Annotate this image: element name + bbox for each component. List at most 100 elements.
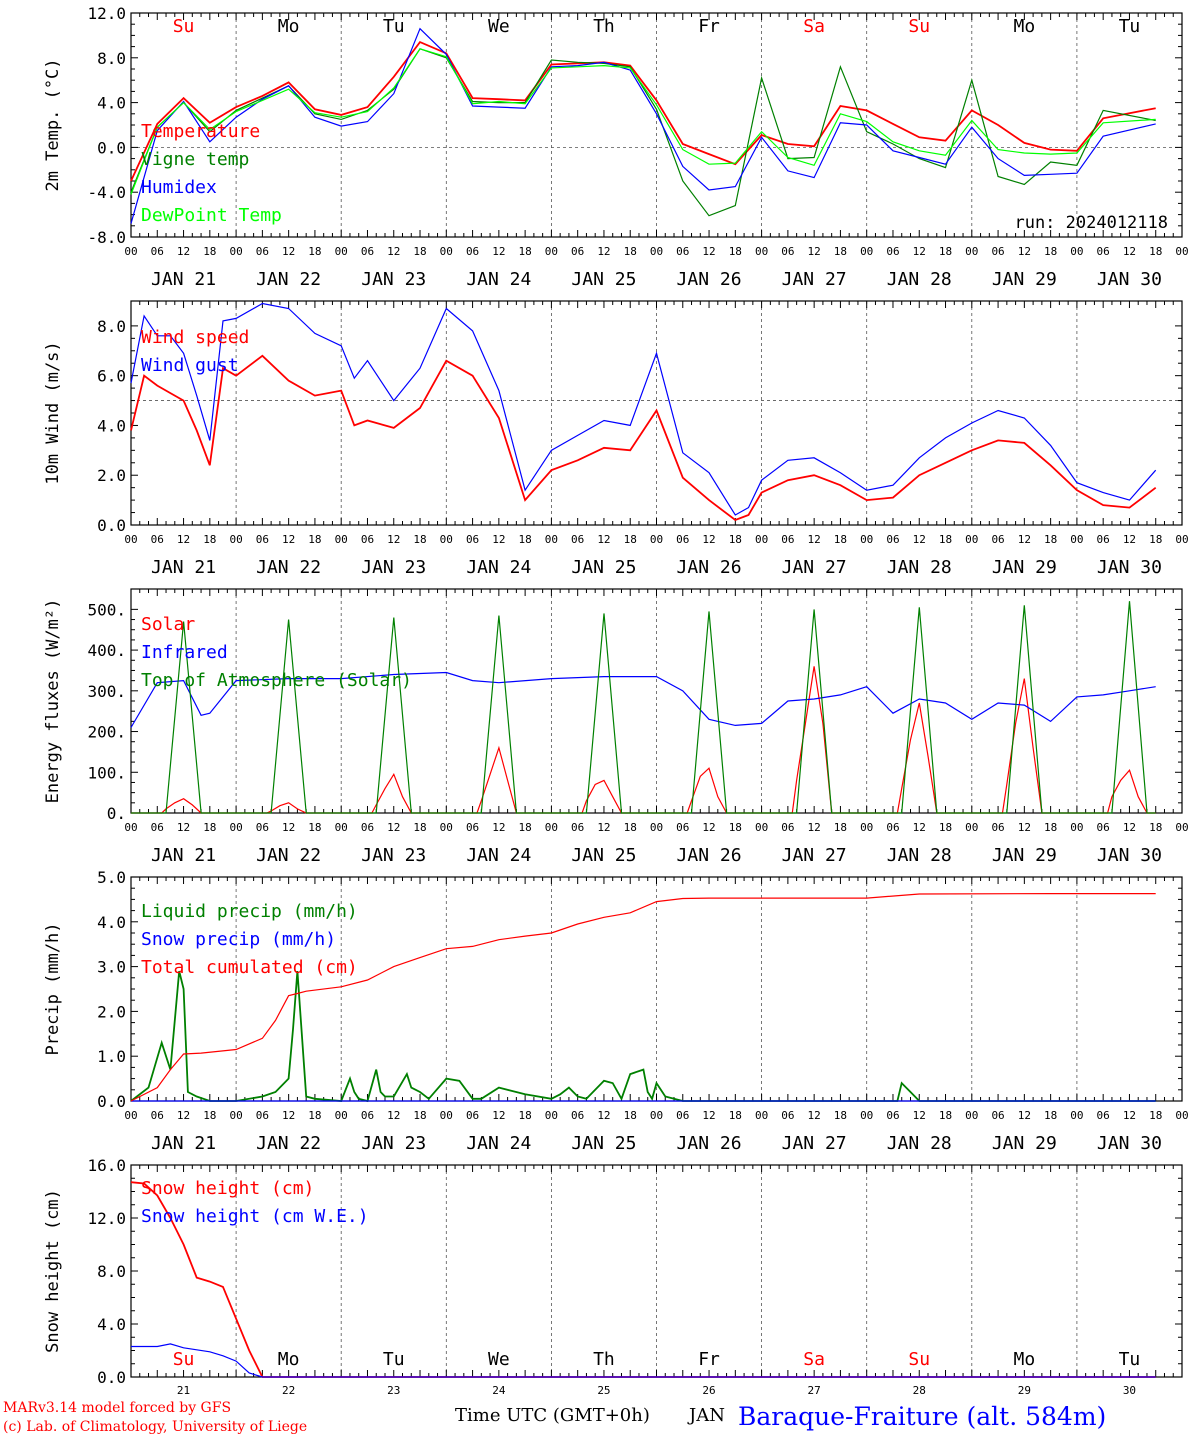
y-tick-label: -8.0 xyxy=(87,228,126,247)
hour-label: 12 xyxy=(808,1109,821,1122)
hour-label: 00 xyxy=(650,821,663,834)
hour-label: 18 xyxy=(203,821,216,834)
hour-label: 00 xyxy=(124,1109,137,1122)
hour-label: 12 xyxy=(597,245,610,258)
date-label: JAN 25 xyxy=(571,1133,636,1154)
hour-label: 18 xyxy=(834,533,847,546)
hour-label: 12 xyxy=(492,245,505,258)
date-label: JAN 30 xyxy=(1097,269,1162,290)
weekday-label: Mo xyxy=(1014,1349,1036,1370)
date-label: JAN 26 xyxy=(677,557,742,578)
day-number-label: 24 xyxy=(492,1384,506,1397)
y-tick-label: 4.0 xyxy=(97,1315,126,1334)
hour-label: 18 xyxy=(624,245,637,258)
hour-label: 00 xyxy=(965,1109,978,1122)
hour-label: 12 xyxy=(597,1109,610,1122)
hour-label: 00 xyxy=(440,821,453,834)
hour-label: 18 xyxy=(413,533,426,546)
weekday-label: We xyxy=(488,16,510,37)
credit-line-1: MARv3.14 model forced by GFS xyxy=(3,1400,232,1416)
hour-label: 06 xyxy=(1097,1109,1110,1122)
hour-label: 18 xyxy=(939,245,952,258)
hour-label: 06 xyxy=(256,245,269,258)
y-axis-title: Energy fluxes (W/m²) xyxy=(43,599,63,804)
weekday-label: Th xyxy=(593,1349,615,1370)
y-tick-label: 16.0 xyxy=(87,1156,126,1175)
hour-label: 12 xyxy=(492,533,505,546)
hour-label: 18 xyxy=(1149,245,1162,258)
y-tick-label: -4.0 xyxy=(87,183,126,202)
hour-label: 12 xyxy=(177,821,190,834)
hour-label: 12 xyxy=(1018,533,1031,546)
hour-label: 06 xyxy=(781,533,794,546)
hour-label: 06 xyxy=(151,821,164,834)
legend-entry: Total cumulated (cm) xyxy=(141,957,358,978)
y-tick-label: 200. xyxy=(87,723,126,742)
hour-label: 00 xyxy=(1175,821,1188,834)
series-line-infrared xyxy=(130,671,1156,728)
hour-label: 06 xyxy=(1097,245,1110,258)
weekday-label: We xyxy=(488,1349,510,1370)
date-label: JAN 21 xyxy=(151,845,216,866)
hour-label: 00 xyxy=(545,821,558,834)
hour-label: 06 xyxy=(151,245,164,258)
legend-entry: Infrared xyxy=(141,642,228,663)
hour-label: 00 xyxy=(545,533,558,546)
hour-label: 06 xyxy=(571,245,584,258)
hour-label: 00 xyxy=(860,245,873,258)
y-axis-title: 10m Wind (m/s) xyxy=(43,341,63,484)
hour-label: 18 xyxy=(1044,821,1057,834)
hour-label: 06 xyxy=(1097,533,1110,546)
series-line-top-of-atmosphere-solar- xyxy=(131,601,1156,814)
hour-label: 00 xyxy=(650,533,663,546)
date-label: JAN 29 xyxy=(992,269,1057,290)
hour-label: 06 xyxy=(361,821,374,834)
y-axis-title: Snow height (cm) xyxy=(43,1189,63,1353)
weekday-label: Tu xyxy=(1119,1349,1141,1370)
hour-label: 12 xyxy=(177,245,190,258)
hour-label: 12 xyxy=(492,821,505,834)
hour-label: 18 xyxy=(939,533,952,546)
hour-label: 06 xyxy=(886,1109,899,1122)
hour-label: 00 xyxy=(860,533,873,546)
hour-label: 12 xyxy=(177,533,190,546)
hour-label: 12 xyxy=(282,245,295,258)
date-label: JAN 26 xyxy=(677,1133,742,1154)
hour-label: 18 xyxy=(519,533,532,546)
hour-label: 12 xyxy=(282,533,295,546)
hour-label: 12 xyxy=(177,1109,190,1122)
hour-label: 18 xyxy=(308,245,321,258)
hour-label: 00 xyxy=(755,1109,768,1122)
weekday-label: Tu xyxy=(1119,16,1141,37)
day-number-label: 29 xyxy=(1018,1384,1031,1397)
date-label: JAN 21 xyxy=(151,557,216,578)
hour-label: 18 xyxy=(413,245,426,258)
y-tick-label: 1.0 xyxy=(97,1047,126,1066)
y-tick-label: 4.0 xyxy=(97,416,126,435)
legend-entry: DewPoint Temp xyxy=(141,205,282,226)
hour-label: 06 xyxy=(571,821,584,834)
weekday-label: Su xyxy=(173,16,195,37)
hour-label: 06 xyxy=(676,1109,689,1122)
hour-label: 12 xyxy=(702,1109,715,1122)
weekday-label: Su xyxy=(173,1349,195,1370)
weekday-label: Sa xyxy=(803,1349,825,1370)
panel-1 xyxy=(130,12,1183,238)
hour-label: 12 xyxy=(913,245,926,258)
hour-label: 06 xyxy=(991,245,1004,258)
weekday-label: Sa xyxy=(803,16,825,37)
y-tick-label: 5.0 xyxy=(97,868,126,887)
date-label: JAN 22 xyxy=(256,845,321,866)
hour-label: 00 xyxy=(335,245,348,258)
hour-label: 00 xyxy=(335,533,348,546)
hour-label: 00 xyxy=(1070,1109,1083,1122)
hour-label: 00 xyxy=(335,821,348,834)
date-label: JAN 28 xyxy=(887,269,952,290)
weekday-label: Su xyxy=(908,16,930,37)
hour-label: 12 xyxy=(282,1109,295,1122)
series-line-wind-speed xyxy=(130,354,1157,522)
hour-label: 00 xyxy=(650,1109,663,1122)
hour-label: 06 xyxy=(151,533,164,546)
plot-frame xyxy=(130,12,1183,238)
date-label: JAN 25 xyxy=(571,269,636,290)
